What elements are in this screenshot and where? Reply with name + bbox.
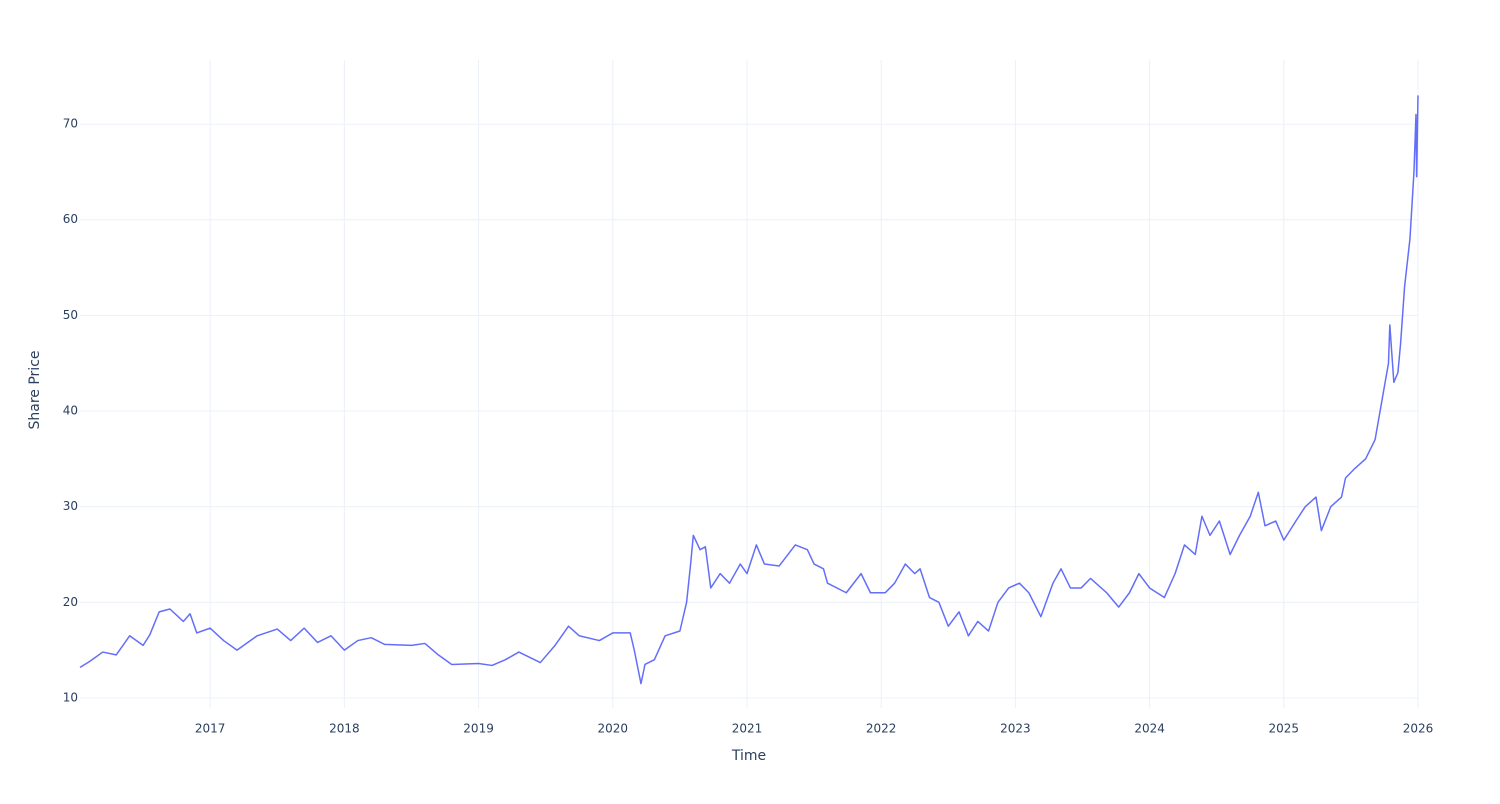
y-tick-label: 40 [63,404,78,418]
x-axis-title: Time [731,748,766,764]
y-tick-label: 20 [63,595,78,609]
x-tick-label: 2026 [1403,722,1434,736]
x-tick-label: 2024 [1134,722,1165,736]
x-tick-label: 2021 [732,722,763,736]
y-tick-label: 50 [63,308,78,322]
x-tick-label: 2023 [1000,722,1031,736]
x-tick-label: 2018 [329,722,360,736]
x-tick-label: 2017 [195,722,226,736]
x-tick-label: 2022 [866,722,897,736]
x-tick-label: 2019 [463,722,494,736]
y-tick-label: 10 [63,690,78,704]
y-tick-label: 30 [63,499,78,513]
x-tick-label: 2020 [598,722,629,736]
price-line [79,95,1419,685]
y-tick-label: 60 [63,212,78,226]
y-tick-label: 70 [63,117,78,131]
x-tick-label: 2025 [1269,722,1300,736]
y-axis-title: Share Price [27,350,43,429]
